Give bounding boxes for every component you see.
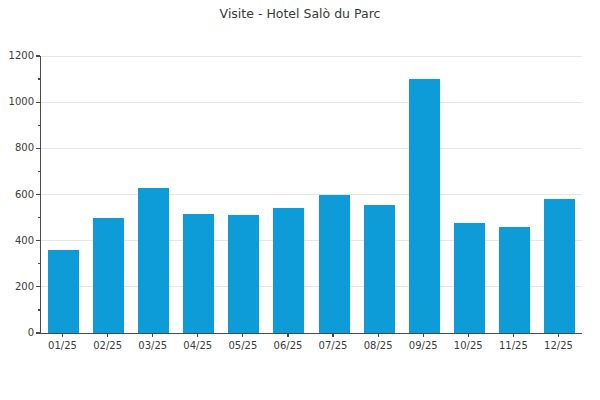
y-axis-minor-tick <box>38 309 40 310</box>
y-axis-major-tick <box>36 332 40 333</box>
y-axis-major-tick <box>36 102 40 103</box>
x-tick-label: 03/25 <box>130 340 176 352</box>
x-axis-tick <box>197 334 198 337</box>
y-axis-major-tick <box>36 55 40 56</box>
plot-area <box>40 56 582 334</box>
bar-12-25 <box>544 199 575 333</box>
x-axis-tick <box>468 334 469 337</box>
y-axis-minor-tick <box>38 263 40 264</box>
chart-title: Visite - Hotel Salò du Parc <box>0 6 600 21</box>
y-axis-major-tick <box>36 194 40 195</box>
y-tick-label: 800 <box>0 142 34 154</box>
x-tick-label: 12/25 <box>535 340 581 352</box>
y-tick-label: 1000 <box>0 96 34 108</box>
x-tick-label: 08/25 <box>355 340 401 352</box>
y-axis-minor-tick <box>38 171 40 172</box>
x-tick-label: 07/25 <box>310 340 356 352</box>
x-tick-label: 02/25 <box>85 340 131 352</box>
bar-03-25 <box>138 188 169 333</box>
x-tick-label: 10/25 <box>445 340 491 352</box>
x-axis-tick <box>378 334 379 337</box>
gridline-y-800 <box>41 148 582 149</box>
bar-09-25 <box>409 79 440 333</box>
y-axis-minor-tick <box>38 78 40 79</box>
gridline-y-1000 <box>41 102 582 103</box>
x-axis-tick <box>423 334 424 337</box>
bar-10-25 <box>454 223 485 333</box>
bar-05-25 <box>228 215 259 333</box>
y-axis-major-tick <box>36 148 40 149</box>
x-axis-tick <box>287 334 288 337</box>
x-axis-tick <box>513 334 514 337</box>
chart-page: { "title": "Visite - Hotel Salò du Parc"… <box>0 0 600 400</box>
x-tick-label: 01/25 <box>40 340 86 352</box>
y-axis-major-tick <box>36 286 40 287</box>
x-axis-tick <box>62 334 63 337</box>
bar-02-25 <box>93 218 124 333</box>
x-tick-label: 06/25 <box>265 340 311 352</box>
bar-08-25 <box>364 205 395 333</box>
y-tick-label: 200 <box>0 281 34 293</box>
gridline-y-600 <box>41 194 582 195</box>
y-tick-label: 600 <box>0 189 34 201</box>
bar-04-25 <box>183 214 214 333</box>
y-tick-label: 400 <box>0 235 34 247</box>
bar-07-25 <box>319 195 350 334</box>
y-tick-label: 0 <box>0 327 34 339</box>
y-axis-major-tick <box>36 240 40 241</box>
y-axis-minor-tick <box>38 125 40 126</box>
x-axis-tick <box>152 334 153 337</box>
bar-06-25 <box>273 208 304 333</box>
x-tick-label: 11/25 <box>490 340 536 352</box>
x-axis-tick <box>332 334 333 337</box>
y-axis-minor-tick <box>38 217 40 218</box>
y-tick-label: 1200 <box>0 50 34 62</box>
bar-01-25 <box>48 250 79 333</box>
gridline-y-1200 <box>41 56 582 57</box>
bar-11-25 <box>499 227 530 333</box>
x-tick-label: 05/25 <box>220 340 266 352</box>
x-axis-tick <box>242 334 243 337</box>
x-axis-tick <box>107 334 108 337</box>
x-axis-tick <box>558 334 559 337</box>
x-tick-label: 09/25 <box>400 340 446 352</box>
x-tick-label: 04/25 <box>175 340 221 352</box>
